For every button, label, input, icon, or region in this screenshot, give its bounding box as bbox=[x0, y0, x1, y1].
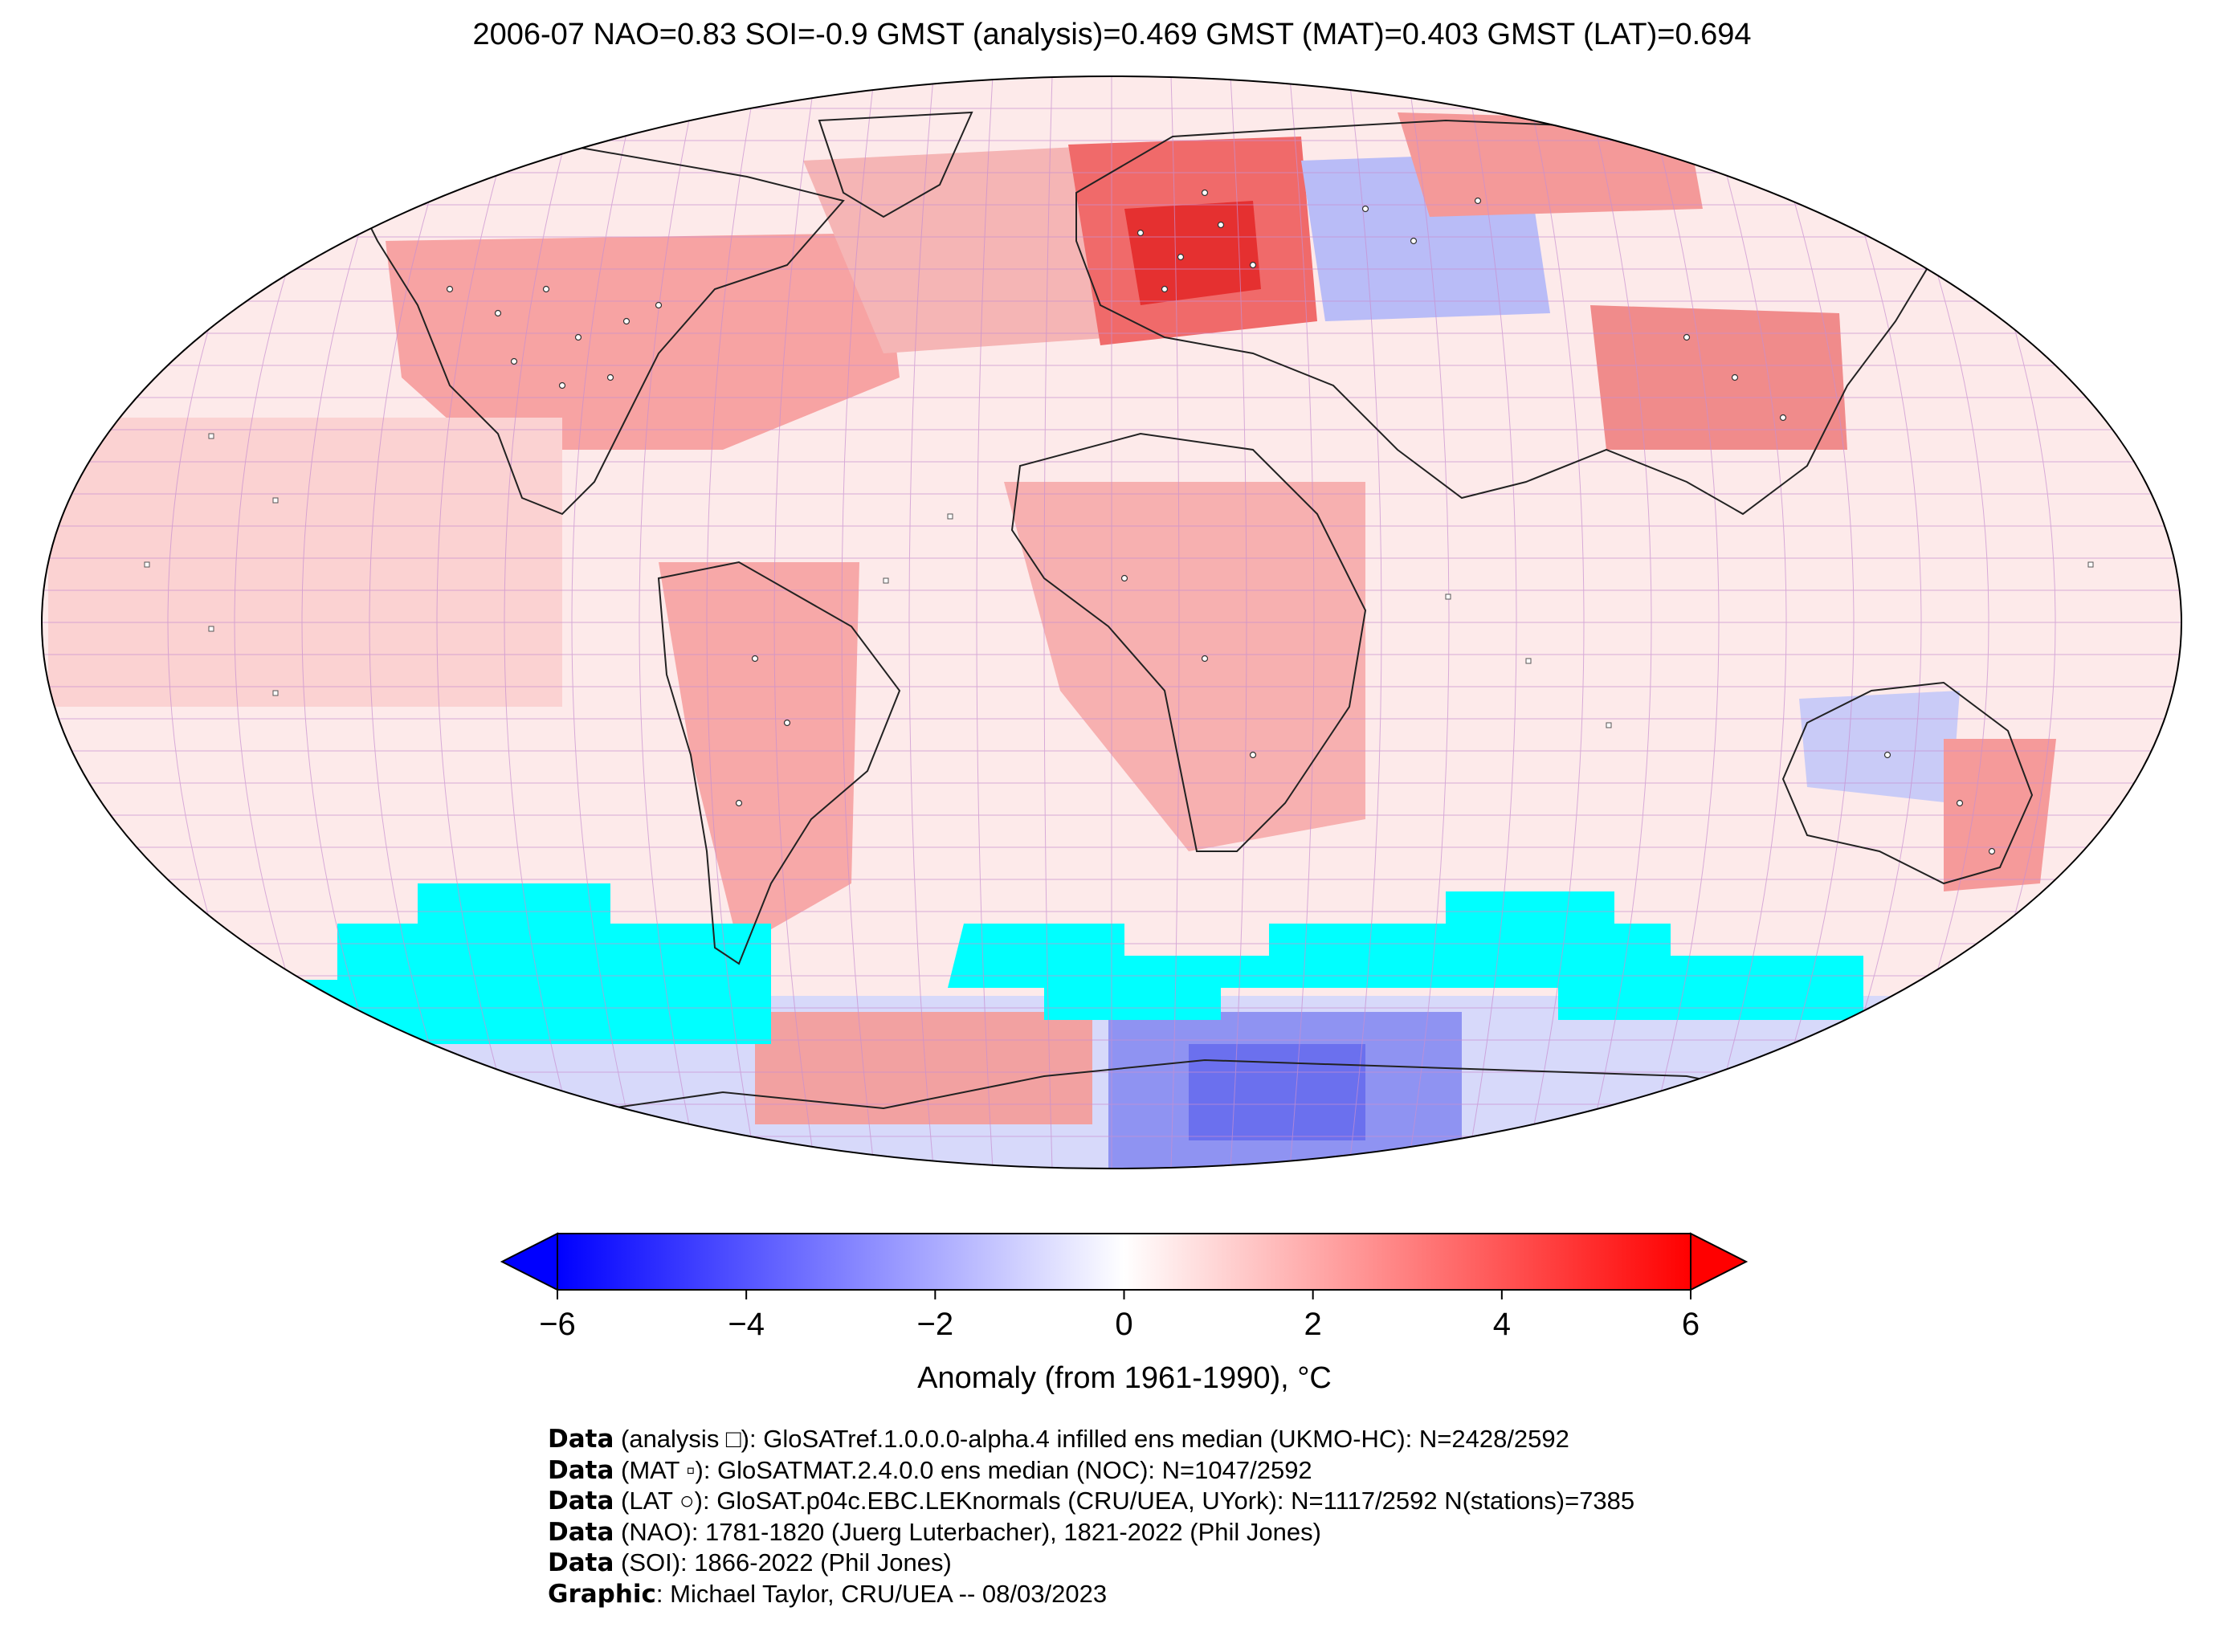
credit-key: Data bbox=[548, 1517, 614, 1547]
colorbar-label: Anomaly (from 1961-1990), °C bbox=[917, 1361, 1332, 1395]
colorbar-tick-labels: −6 −4 −2 0 2 4 6 bbox=[539, 1307, 1700, 1342]
credit-text: (NAO): 1781-1820 (Juerg Luterbacher), 18… bbox=[614, 1517, 1321, 1546]
credit-text: (analysis □): GloSATref.1.0.0.0-alpha.4 … bbox=[614, 1425, 1569, 1453]
greenland-outline bbox=[818, 111, 973, 218]
region-africa-warm bbox=[1004, 482, 1365, 851]
credit-text: : Michael Taylor, CRU/UEA -- 08/03/2023 bbox=[655, 1579, 1108, 1608]
colorbar-tick-label: −2 bbox=[917, 1307, 954, 1342]
credit-text: (LAT ○): GloSAT.p04c.EBC.LEKnormals (CRU… bbox=[614, 1487, 1635, 1515]
anomaly-field bbox=[42, 76, 2181, 1169]
credit-key: Data bbox=[548, 1548, 614, 1577]
colorbar-tick-label: 6 bbox=[1682, 1307, 1700, 1342]
missing-data-pacific bbox=[265, 883, 771, 1044]
map-globe bbox=[41, 75, 2182, 1169]
colorbar-tick-label: −4 bbox=[728, 1307, 765, 1342]
missing-data-sw-pacific bbox=[1968, 988, 2056, 1020]
credit-key: Data bbox=[548, 1425, 614, 1454]
region-south-america-warm bbox=[659, 562, 859, 948]
credit-text: (SOI): 1866-2022 (Phil Jones) bbox=[614, 1548, 952, 1577]
europe-asia-outline bbox=[1075, 119, 1945, 516]
colorbar-ticks bbox=[557, 1290, 1691, 1299]
credit-line: Data (analysis □): GloSATref.1.0.0.0-alp… bbox=[548, 1424, 1634, 1455]
credit-key: Graphic bbox=[548, 1579, 656, 1609]
south-america-outline bbox=[657, 561, 901, 965]
credit-line: Data (MAT ▫): GloSATMAT.2.4.0.0 ens medi… bbox=[548, 1455, 1634, 1487]
coastlines bbox=[344, 111, 2034, 1141]
region-antarctic-warm bbox=[755, 1012, 1092, 1124]
colorbar-tick-label: 4 bbox=[1493, 1307, 1511, 1342]
data-credits: Data (analysis □): GloSATref.1.0.0.0-alp… bbox=[548, 1424, 1634, 1609]
credit-line: Data (NAO): 1781-1820 (Juerg Luterbacher… bbox=[548, 1517, 1634, 1548]
region-australia-cool bbox=[1799, 691, 1960, 803]
credit-key: Data bbox=[548, 1487, 614, 1515]
station-markers bbox=[446, 189, 1996, 855]
colorbar-gradient bbox=[557, 1233, 1691, 1291]
missing-data-indian bbox=[948, 891, 1863, 1020]
colorbar-tick-label: 0 bbox=[1115, 1307, 1132, 1342]
region-pacific-band bbox=[48, 418, 562, 707]
north-america-outline bbox=[344, 143, 845, 516]
colorbar: −6 −4 −2 0 2 4 6 Anomaly (from 1961-1990), °C bbox=[500, 1232, 1749, 1395]
credit-line: Data (SOI): 1866-2022 (Phil Jones) bbox=[548, 1548, 1634, 1579]
colorbar-extend-low bbox=[500, 1232, 558, 1291]
region-east-siberia-warm bbox=[1398, 112, 1703, 217]
region-china-warm bbox=[1590, 305, 1847, 450]
colorbar-extend-high bbox=[1690, 1232, 1749, 1291]
region-north-america-warm bbox=[386, 233, 900, 450]
globe-outline bbox=[41, 75, 2182, 1169]
map-title: 2006-07 NAO=0.83 SOI=-0.9 GMST (analysis… bbox=[472, 18, 1752, 51]
colorbar-tick-label: −6 bbox=[539, 1307, 576, 1342]
credit-line: Data (LAT ○): GloSAT.p04c.EBC.LEKnormals… bbox=[548, 1486, 1634, 1517]
region-antarctic-core-cold bbox=[1189, 1044, 1365, 1140]
credit-key: Data bbox=[548, 1455, 614, 1485]
ocean-grid-markers bbox=[144, 369, 2094, 728]
australia-outline bbox=[1781, 681, 2034, 885]
africa-outline bbox=[1010, 432, 1367, 852]
graticule bbox=[42, 76, 2181, 1169]
colorbar-tick-label: 2 bbox=[1304, 1307, 1322, 1342]
credit-text: (MAT ▫): GloSATMAT.2.4.0.0 ens median (N… bbox=[614, 1455, 1312, 1484]
credit-line: Graphic: Michael Taylor, CRU/UEA -- 08/0… bbox=[548, 1579, 1634, 1610]
region-europe-core bbox=[1124, 201, 1261, 305]
